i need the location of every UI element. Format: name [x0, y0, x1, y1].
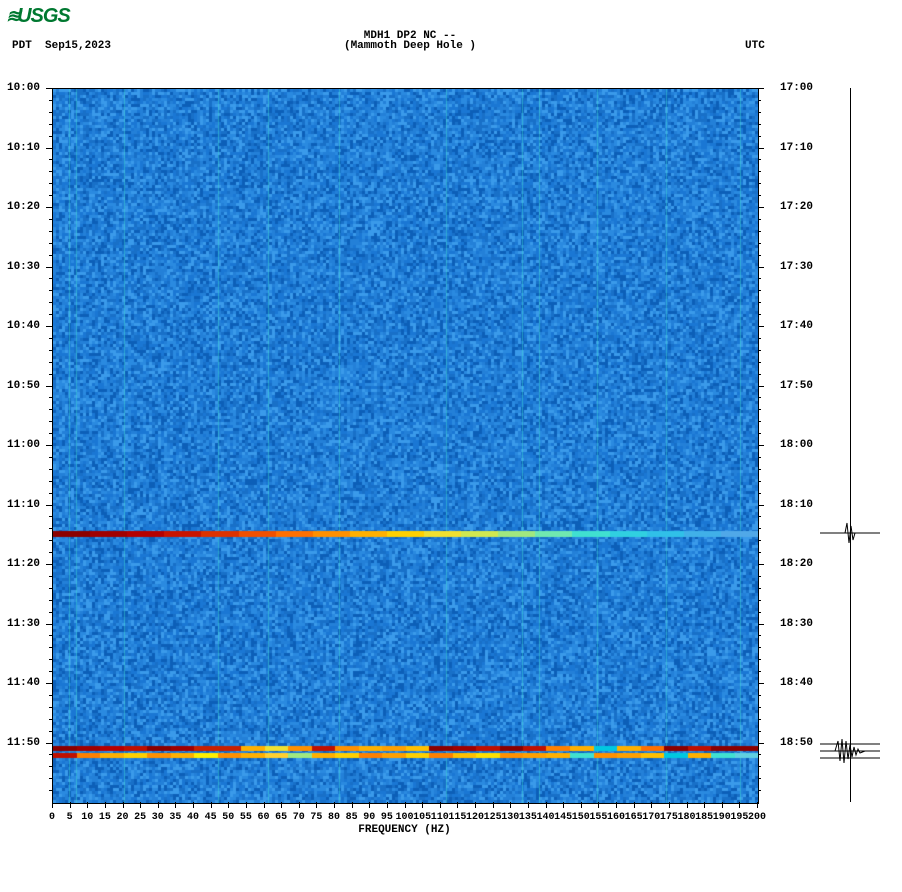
y-left-label: 11:10: [7, 499, 40, 511]
y-right-label: 17:50: [780, 380, 813, 392]
y-left-label: 11:30: [7, 618, 40, 630]
x-tick-label: 45: [205, 812, 217, 823]
date-label: Sep15,2023: [45, 40, 111, 52]
x-tick-label: 75: [310, 812, 322, 823]
x-tick-label: 25: [134, 812, 146, 823]
y-right-label: 17:40: [780, 320, 813, 332]
y-left-label: 11:50: [7, 737, 40, 749]
x-tick-label: 190: [713, 812, 731, 823]
usgs-logo: ≋USGS: [6, 5, 70, 28]
usgs-waves-icon: ≋: [6, 6, 17, 26]
waveform-baseline: [850, 88, 851, 802]
x-tick-label: 15: [99, 812, 111, 823]
y-left-label: 10:20: [7, 201, 40, 213]
x-tick-label: 10: [81, 812, 93, 823]
y-left-label: 10:40: [7, 320, 40, 332]
x-tick-label: 50: [222, 812, 234, 823]
x-tick-label: 85: [346, 812, 358, 823]
waveform-event-2: [820, 731, 880, 771]
title-line2: (Mammoth Deep Hole ): [330, 40, 490, 52]
x-tick-label: 55: [240, 812, 252, 823]
x-tick-label: 90: [363, 812, 375, 823]
x-tick-label: 155: [589, 812, 607, 823]
x-tick-label: 35: [169, 812, 181, 823]
x-tick-label: 5: [67, 812, 73, 823]
x-axis-label: FREQUENCY (HZ): [52, 824, 757, 836]
y-right-label: 18:40: [780, 677, 813, 689]
x-tick-label: 135: [519, 812, 537, 823]
x-tick-label: 40: [187, 812, 199, 823]
y-left-label: 11:20: [7, 558, 40, 570]
x-tick-label: 200: [748, 812, 766, 823]
x-tick-label: 180: [677, 812, 695, 823]
x-tick-label: 100: [395, 812, 413, 823]
x-tick-label: 110: [431, 812, 449, 823]
y-right-label: 17:10: [780, 142, 813, 154]
x-tick-label: 175: [660, 812, 678, 823]
x-tick-label: 165: [625, 812, 643, 823]
x-tick-label: 195: [730, 812, 748, 823]
x-tick-label: 0: [49, 812, 55, 823]
waveform-event-1: [820, 518, 880, 548]
x-tick-label: 70: [293, 812, 305, 823]
x-tick-label: 170: [642, 812, 660, 823]
y-left-label: 10:10: [7, 142, 40, 154]
y-left-label: 11:40: [7, 677, 40, 689]
x-tick-label: 95: [381, 812, 393, 823]
y-right-label: 17:00: [780, 82, 813, 94]
x-tick-label: 115: [448, 812, 466, 823]
y-right-label: 17:20: [780, 201, 813, 213]
y-right-label: 18:10: [780, 499, 813, 511]
x-tick-label: 80: [328, 812, 340, 823]
y-right-label: 18:50: [780, 737, 813, 749]
y-axis-right: 17:0017:1017:2017:3017:4017:5018:0018:10…: [758, 88, 818, 802]
x-tick-label: 105: [413, 812, 431, 823]
x-tick-label: 140: [536, 812, 554, 823]
utc-label: UTC: [745, 40, 765, 52]
spectrogram-canvas: [53, 89, 758, 803]
x-tick-label: 160: [607, 812, 625, 823]
y-right-label: 18:00: [780, 439, 813, 451]
spectrogram-chart: [52, 88, 759, 804]
waveform-panel: [820, 88, 880, 802]
x-tick-label: 30: [152, 812, 164, 823]
y-axis-left: 10:0010:1010:2010:3010:4010:5011:0011:10…: [0, 88, 52, 802]
x-tick-label: 65: [275, 812, 287, 823]
y-right-label: 18:30: [780, 618, 813, 630]
usgs-logo-text: USGS: [17, 5, 70, 27]
y-right-label: 18:20: [780, 558, 813, 570]
x-tick-label: 60: [257, 812, 269, 823]
x-tick-label: 185: [695, 812, 713, 823]
x-tick-label: 145: [554, 812, 572, 823]
y-left-label: 10:50: [7, 380, 40, 392]
pdt-label: PDT: [12, 40, 32, 52]
x-tick-label: 150: [572, 812, 590, 823]
x-tick-label: 120: [466, 812, 484, 823]
x-tick-label: 20: [116, 812, 128, 823]
y-left-label: 11:00: [7, 439, 40, 451]
x-tick-label: 130: [501, 812, 519, 823]
y-right-label: 17:30: [780, 261, 813, 273]
y-left-label: 10:00: [7, 82, 40, 94]
y-left-label: 10:30: [7, 261, 40, 273]
x-tick-label: 125: [484, 812, 502, 823]
